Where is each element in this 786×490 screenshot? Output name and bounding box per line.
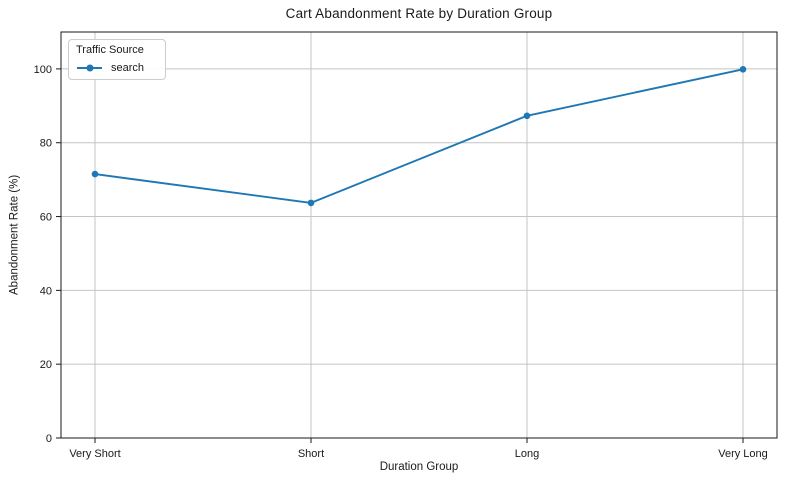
chart-title: Cart Abandonment Rate by Duration Group bbox=[285, 6, 553, 21]
y-tick-label: 60 bbox=[40, 212, 52, 224]
line-marker-icon bbox=[77, 64, 102, 72]
data-point-very-long bbox=[739, 65, 747, 73]
y-axis-label: Abandonment Rate (%) bbox=[8, 174, 21, 296]
y-tick-label: 100 bbox=[34, 64, 52, 76]
circle-marker-icon bbox=[86, 64, 93, 72]
y-tick-label: 0 bbox=[46, 433, 52, 445]
x-tick-label: Short bbox=[298, 448, 324, 460]
data-point-very-short bbox=[91, 170, 99, 178]
y-tick-label: 20 bbox=[40, 359, 52, 371]
x-axis-label: Duration Group bbox=[379, 461, 459, 473]
data-point-long bbox=[523, 112, 531, 120]
plot-border bbox=[60, 31, 778, 439]
y-tick-label: 80 bbox=[40, 138, 52, 150]
x-tick-label: Long bbox=[515, 448, 539, 460]
y-tick-label: 40 bbox=[40, 285, 52, 297]
legend-entry-search: search bbox=[76, 62, 158, 75]
series-line-search bbox=[94, 68, 744, 204]
x-tick-label: Very Long bbox=[718, 448, 768, 460]
legend-entry-label: search bbox=[111, 61, 145, 74]
x-tick-label: Very Short bbox=[69, 448, 120, 460]
data-point-short bbox=[307, 199, 315, 207]
legend-title: Traffic Source bbox=[76, 44, 144, 56]
legend: Traffic Source search bbox=[68, 39, 166, 80]
